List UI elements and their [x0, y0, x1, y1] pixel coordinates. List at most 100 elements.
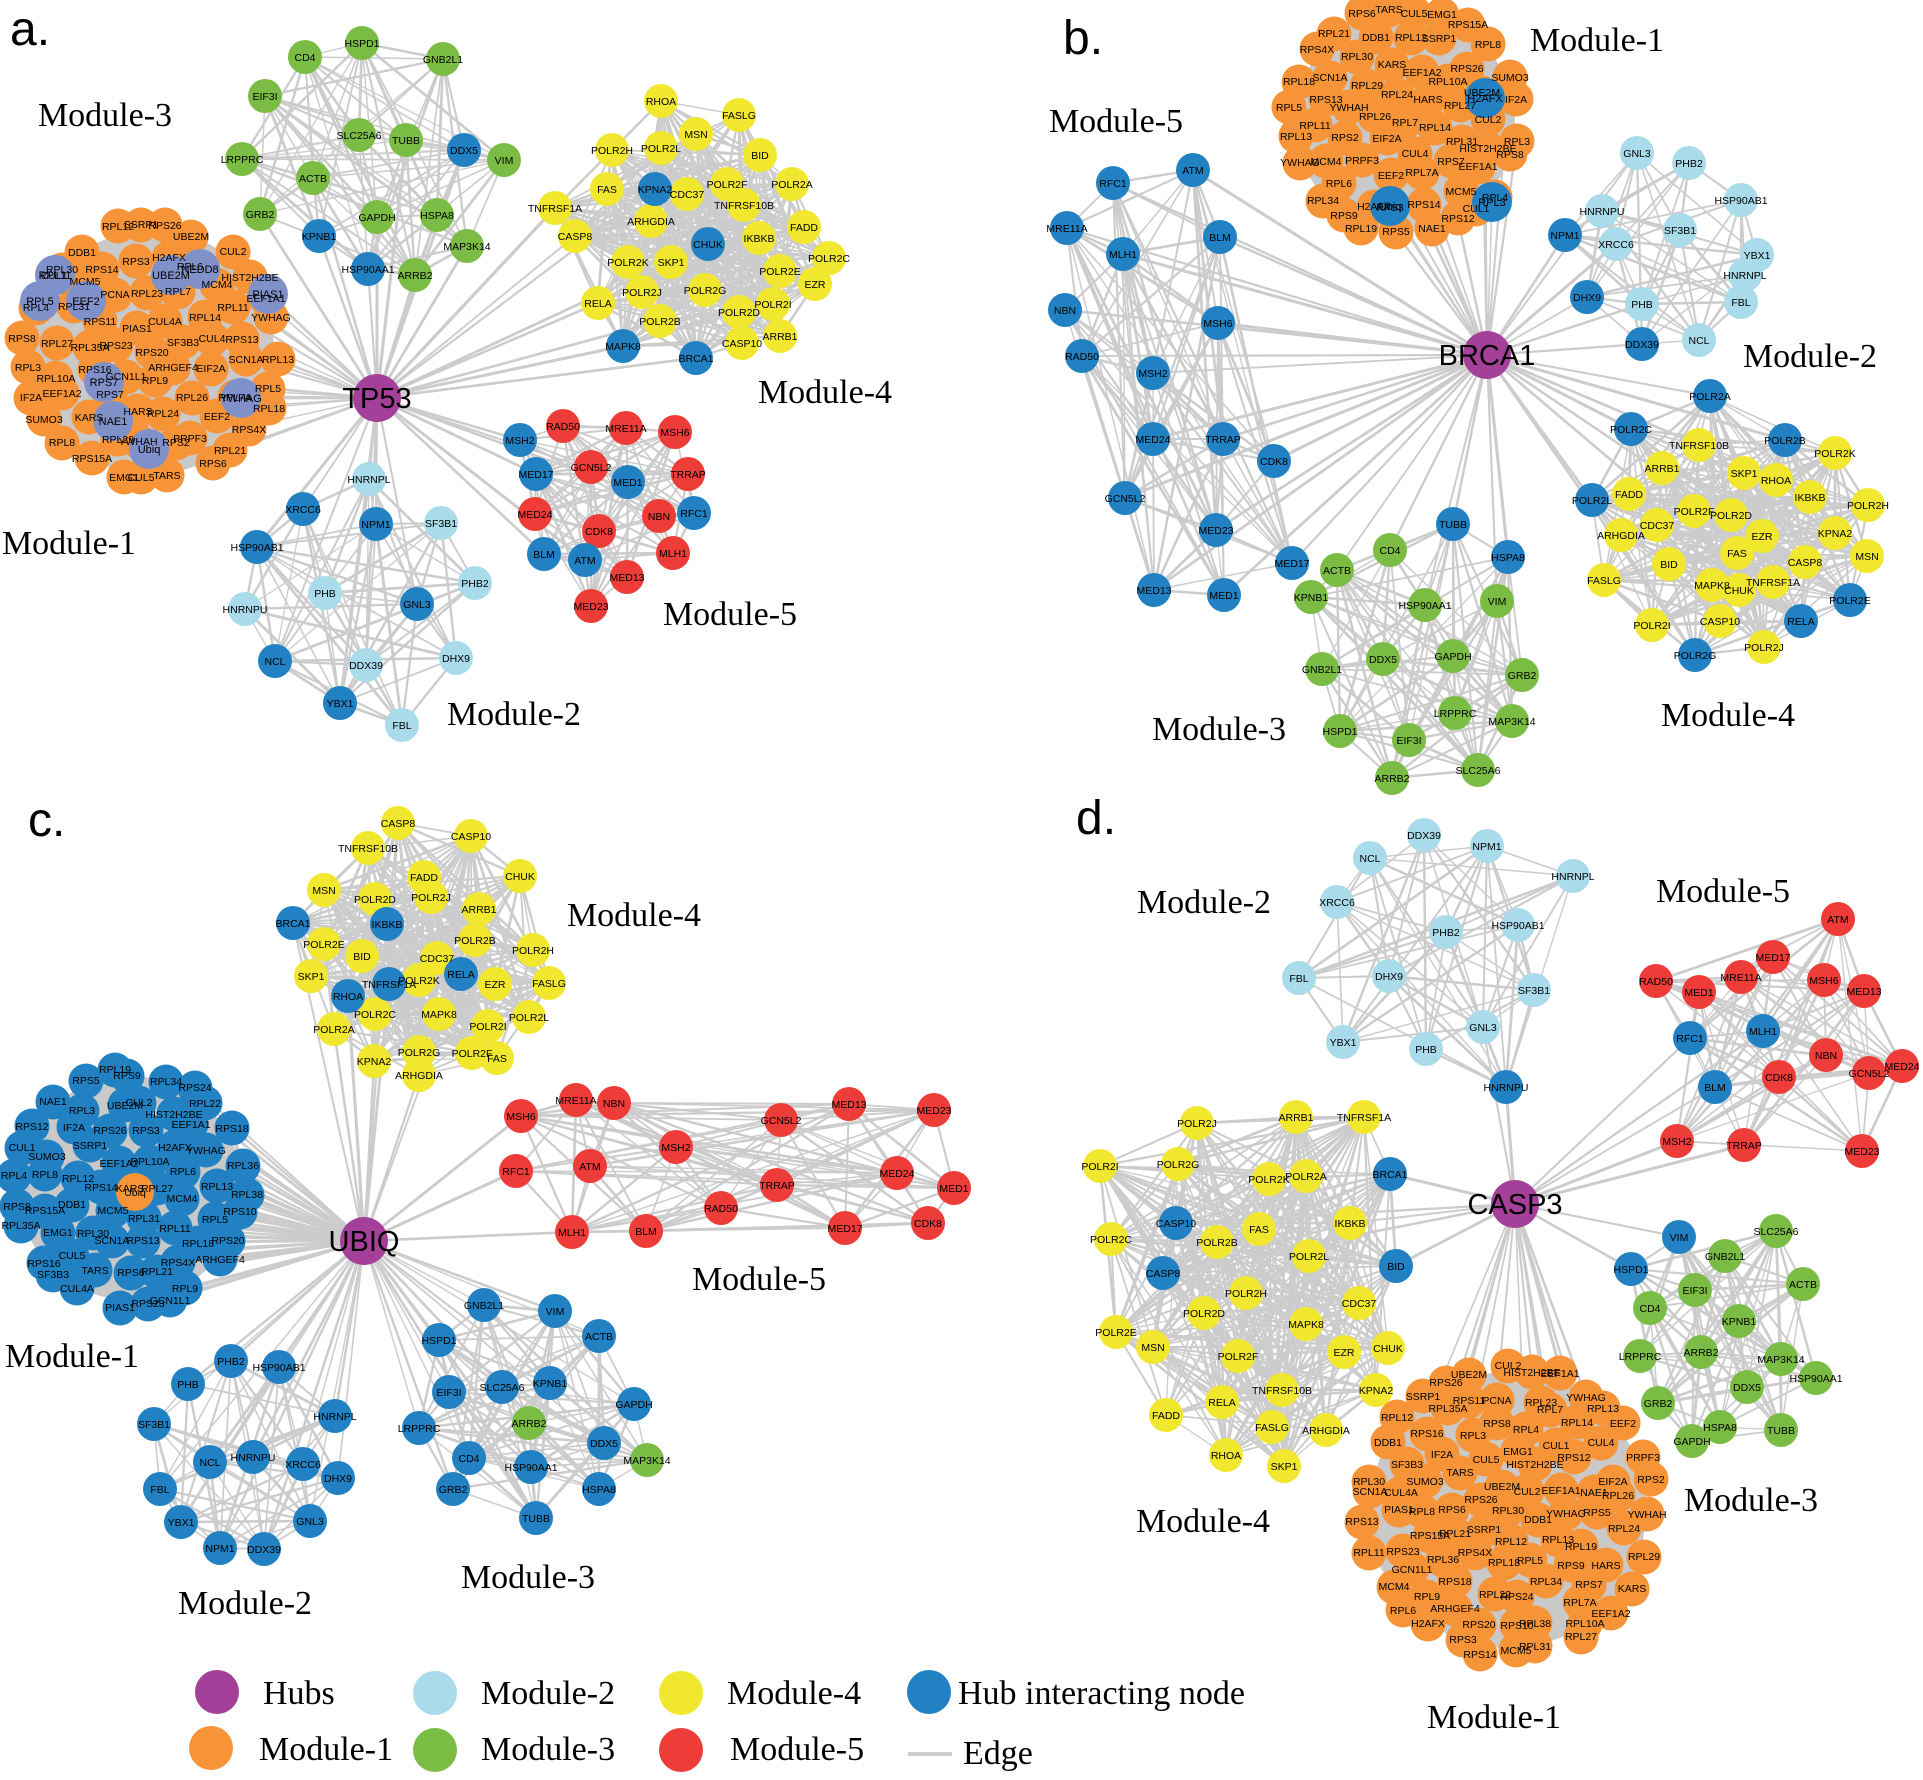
svg-text:RPL5: RPL5 — [202, 1214, 228, 1226]
svg-text:UBE2M: UBE2M — [1451, 1369, 1487, 1381]
svg-text:MED13: MED13 — [831, 1099, 866, 1111]
svg-text:POLR2K: POLR2K — [607, 257, 648, 269]
svg-text:BID: BID — [1660, 559, 1678, 571]
svg-text:RPS3: RPS3 — [1449, 1634, 1477, 1646]
svg-text:HSP90AA1: HSP90AA1 — [504, 1462, 557, 1474]
svg-text:IKBKB: IKBKB — [372, 919, 403, 931]
svg-text:Module-3: Module-3 — [461, 1559, 595, 1596]
svg-text:RPL31: RPL31 — [1446, 136, 1478, 148]
svg-text:MRE11A: MRE11A — [605, 423, 646, 435]
svg-text:RPL24: RPL24 — [1608, 1523, 1640, 1535]
svg-text:Module-5: Module-5 — [1656, 873, 1790, 910]
svg-text:CDC37: CDC37 — [420, 953, 455, 965]
svg-text:RPL11: RPL11 — [217, 302, 248, 314]
svg-text:RPS16: RPS16 — [1410, 1428, 1443, 1440]
svg-text:RPS26: RPS26 — [1429, 1377, 1462, 1389]
svg-text:DDB1: DDB1 — [68, 247, 96, 259]
svg-text:YBX1: YBX1 — [1330, 1037, 1357, 1049]
svg-text:RPS26: RPS26 — [1464, 1494, 1497, 1506]
svg-text:SLC25A6: SLC25A6 — [337, 130, 382, 142]
svg-text:RPL7: RPL7 — [1537, 1404, 1563, 1416]
svg-text:H2AFX: H2AFX — [152, 252, 186, 264]
svg-text:FASLG: FASLG — [532, 978, 566, 990]
svg-text:EMG1: EMG1 — [43, 1227, 73, 1239]
svg-text:MSN: MSN — [1855, 551, 1878, 563]
svg-text:Ubiq: Ubiq — [138, 444, 161, 456]
svg-text:RPL12: RPL12 — [102, 221, 134, 233]
svg-text:POLR2C: POLR2C — [808, 253, 850, 265]
svg-text:CASP10: CASP10 — [722, 338, 762, 350]
svg-text:POLR2L: POLR2L — [509, 1012, 549, 1024]
svg-text:b.: b. — [1063, 12, 1103, 65]
svg-text:NBN: NBN — [1054, 305, 1076, 317]
svg-text:CUL2: CUL2 — [126, 1097, 153, 1109]
svg-text:MAPK8: MAPK8 — [1288, 1319, 1324, 1331]
svg-text:YWHAG: YWHAG — [1566, 1392, 1606, 1404]
svg-text:Module-1: Module-1 — [5, 1338, 139, 1375]
svg-text:DDX39: DDX39 — [1625, 339, 1659, 351]
svg-text:Module-2: Module-2 — [1743, 338, 1877, 375]
svg-text:NBN: NBN — [648, 511, 670, 523]
svg-text:NPM1: NPM1 — [1472, 841, 1501, 853]
svg-text:MED1: MED1 — [613, 477, 642, 489]
svg-text:RPL9: RPL9 — [172, 1283, 198, 1295]
svg-text:MRE11A: MRE11A — [1046, 223, 1087, 235]
svg-text:XRCC6: XRCC6 — [285, 1459, 321, 1471]
svg-text:DDX5: DDX5 — [590, 1438, 618, 1450]
svg-text:TRRAP: TRRAP — [670, 469, 706, 481]
svg-text:Module-1: Module-1 — [2, 525, 136, 562]
svg-text:Module-4: Module-4 — [567, 897, 701, 934]
svg-text:HNRNPL: HNRNPL — [313, 1411, 356, 1423]
svg-text:RPL3: RPL3 — [1504, 136, 1530, 148]
svg-text:POLR2B: POLR2B — [1196, 1237, 1237, 1249]
svg-text:RPS4X: RPS4X — [232, 424, 266, 436]
svg-text:CUL2: CUL2 — [1495, 1360, 1522, 1372]
svg-text:POLR2K: POLR2K — [1248, 1174, 1289, 1186]
svg-text:H2AFX: H2AFX — [1357, 201, 1391, 213]
svg-text:RPL21: RPL21 — [214, 445, 246, 457]
svg-text:RPS7: RPS7 — [90, 377, 119, 389]
svg-text:MCM4: MCM4 — [202, 279, 233, 291]
svg-text:RPL23: RPL23 — [131, 288, 163, 300]
svg-text:EEF1A1: EEF1A1 — [246, 293, 285, 305]
svg-text:RELA: RELA — [447, 969, 474, 981]
svg-text:RELA: RELA — [1787, 616, 1814, 628]
svg-text:EIF2A: EIF2A — [196, 363, 225, 375]
svg-text:HIST2H2BE: HIST2H2BE — [1459, 143, 1516, 155]
svg-text:RPL27: RPL27 — [41, 338, 73, 350]
svg-text:H2AFX: H2AFX — [1467, 93, 1503, 105]
svg-text:RPS12: RPS12 — [1441, 213, 1474, 225]
svg-text:CASP8: CASP8 — [558, 231, 593, 243]
svg-text:KARS: KARS — [1618, 1583, 1647, 1595]
svg-text:EEF2: EEF2 — [204, 411, 230, 423]
svg-text:RPL5: RPL5 — [26, 296, 54, 308]
svg-text:HNRNPL: HNRNPL — [347, 474, 390, 486]
svg-text:POLR2L: POLR2L — [1572, 495, 1612, 507]
svg-text:PRPF3: PRPF3 — [1626, 1452, 1660, 1464]
svg-text:RPS12: RPS12 — [1557, 1452, 1590, 1464]
svg-text:EZR: EZR — [805, 279, 826, 291]
svg-text:PHB2: PHB2 — [1675, 158, 1703, 170]
svg-text:POLR2C: POLR2C — [1610, 424, 1652, 436]
svg-text:CUL5: CUL5 — [59, 1250, 86, 1262]
svg-text:TNFRSF10B: TNFRSF10B — [714, 200, 774, 212]
svg-text:c.: c. — [28, 794, 65, 847]
svg-text:FBL: FBL — [1289, 973, 1308, 985]
svg-text:NCL: NCL — [1688, 335, 1709, 347]
svg-text:CD4: CD4 — [294, 52, 315, 64]
svg-text:RPS14: RPS14 — [84, 1182, 117, 1194]
svg-text:NAE1: NAE1 — [99, 416, 128, 428]
svg-text:RPS4X: RPS4X — [161, 1257, 195, 1269]
svg-text:KPNB1: KPNB1 — [302, 231, 337, 243]
svg-text:RPL30: RPL30 — [1341, 51, 1373, 63]
svg-text:RPS11: RPS11 — [84, 316, 117, 328]
svg-text:RPL22: RPL22 — [1479, 1589, 1511, 1601]
svg-text:YWHAH: YWHAH — [1627, 1509, 1666, 1521]
svg-text:RPL4: RPL4 — [1513, 1424, 1539, 1436]
svg-text:EIF3I: EIF3I — [252, 91, 277, 103]
svg-text:CUL1: CUL1 — [1463, 203, 1490, 215]
svg-text:MED13: MED13 — [1846, 986, 1881, 998]
svg-text:RPL35A: RPL35A — [1428, 1403, 1467, 1415]
svg-text:Ubiq: Ubiq — [1379, 201, 1402, 213]
svg-text:SKP1: SKP1 — [298, 971, 325, 983]
